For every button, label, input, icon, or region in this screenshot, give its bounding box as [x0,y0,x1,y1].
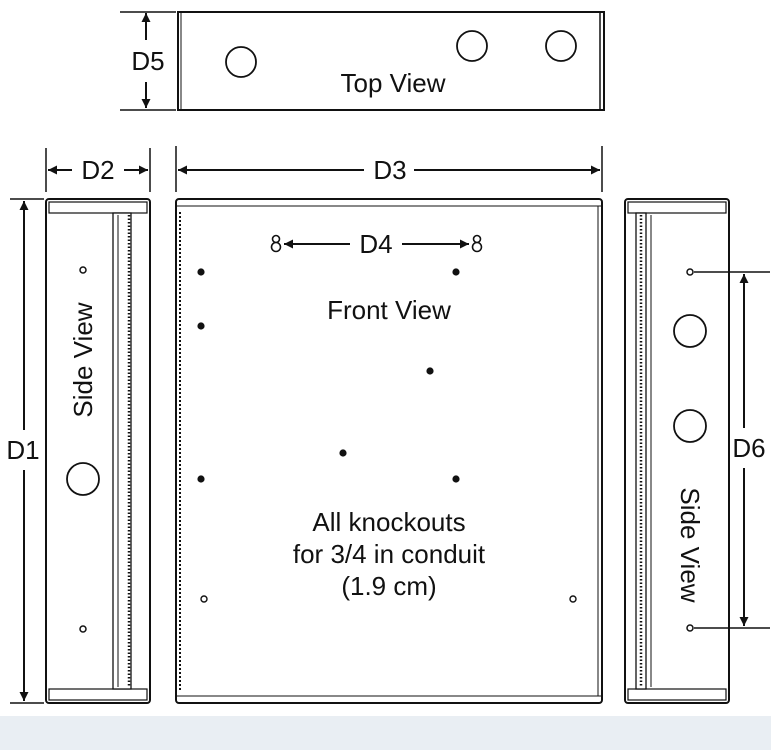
knockout [673,409,707,443]
front-view: D4 Front View All knockouts for 3/4 in c… [175,198,603,704]
d3-label: D3 [373,155,406,185]
knockout-note-line3: (1.9 cm) [341,571,436,601]
left-side-view: Side View [45,198,151,704]
mounting-hole [452,475,460,483]
footer-band [0,716,771,750]
mounting-hole [197,268,205,276]
knockout-note-line2: for 3/4 in conduit [293,539,486,569]
mounting-hole [79,625,87,633]
mounting-hole [339,449,347,457]
d2-label: D2 [81,155,114,185]
d4-dimension: D4 [284,229,469,259]
knockout [545,30,577,62]
mounting-hole [426,367,434,375]
mounting-hole [79,266,87,274]
d4-label: D4 [359,229,392,259]
right-side-top-flange [627,201,727,214]
right-side-view: Side View [624,198,730,704]
left-side-top-flange [48,201,148,214]
knockout [673,314,707,348]
right-side-bottom-flange [627,688,727,701]
d5-dimension: D5 [120,11,176,111]
keyhole-slot [471,234,483,253]
d1-dimension: D1 [6,198,44,704]
knockout [225,46,257,78]
d5-label: D5 [131,46,164,76]
mounting-hole [686,268,694,276]
front-view-outline [175,198,603,704]
d2-dimension: D2 [45,148,151,192]
mounting-hole [569,595,577,603]
right-side-view-label: Side View [675,487,705,602]
mounting-hole [197,322,205,330]
knockout-note-line1: All knockouts [312,507,465,537]
mounting-hole [452,268,460,276]
mounting-hole [197,475,205,483]
d6-dimension: D6 [694,271,770,629]
left-side-outline [45,198,151,704]
mounting-hole [200,595,208,603]
mounting-hole [686,624,694,632]
d3-dimension: D3 [175,146,603,192]
left-side-bottom-flange [48,688,148,701]
top-view-label: Top View [340,68,445,98]
knockout [66,462,100,496]
keyhole-slot [270,234,282,253]
knockout [456,30,488,62]
d6-label: D6 [732,433,765,463]
top-view: Top View [177,11,605,111]
front-view-label: Front View [327,295,451,325]
left-side-view-label: Side View [68,302,98,417]
d1-label: D1 [6,435,39,465]
